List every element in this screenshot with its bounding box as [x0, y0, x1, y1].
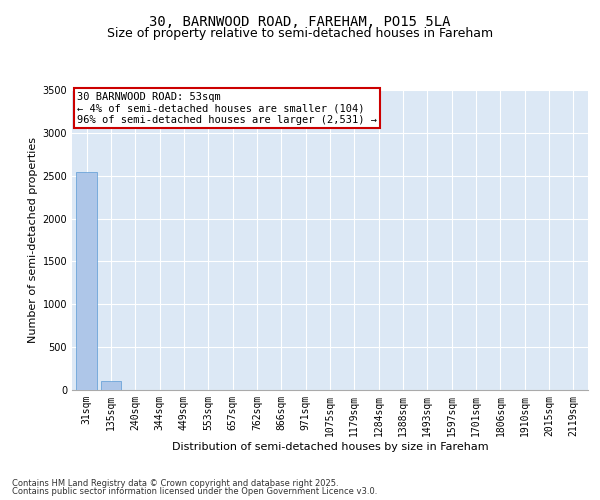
X-axis label: Distribution of semi-detached houses by size in Fareham: Distribution of semi-detached houses by …	[172, 442, 488, 452]
Text: 30, BARNWOOD ROAD, FAREHAM, PO15 5LA: 30, BARNWOOD ROAD, FAREHAM, PO15 5LA	[149, 15, 451, 29]
Text: Contains HM Land Registry data © Crown copyright and database right 2025.: Contains HM Land Registry data © Crown c…	[12, 478, 338, 488]
Bar	[101, 381, 121, 390]
Y-axis label: Number of semi-detached properties: Number of semi-detached properties	[28, 137, 38, 343]
Bar	[76, 172, 97, 390]
Text: Contains public sector information licensed under the Open Government Licence v3: Contains public sector information licen…	[12, 487, 377, 496]
Text: 30 BARNWOOD ROAD: 53sqm
← 4% of semi-detached houses are smaller (104)
96% of se: 30 BARNWOOD ROAD: 53sqm ← 4% of semi-det…	[77, 92, 377, 124]
Text: Size of property relative to semi-detached houses in Fareham: Size of property relative to semi-detach…	[107, 28, 493, 40]
